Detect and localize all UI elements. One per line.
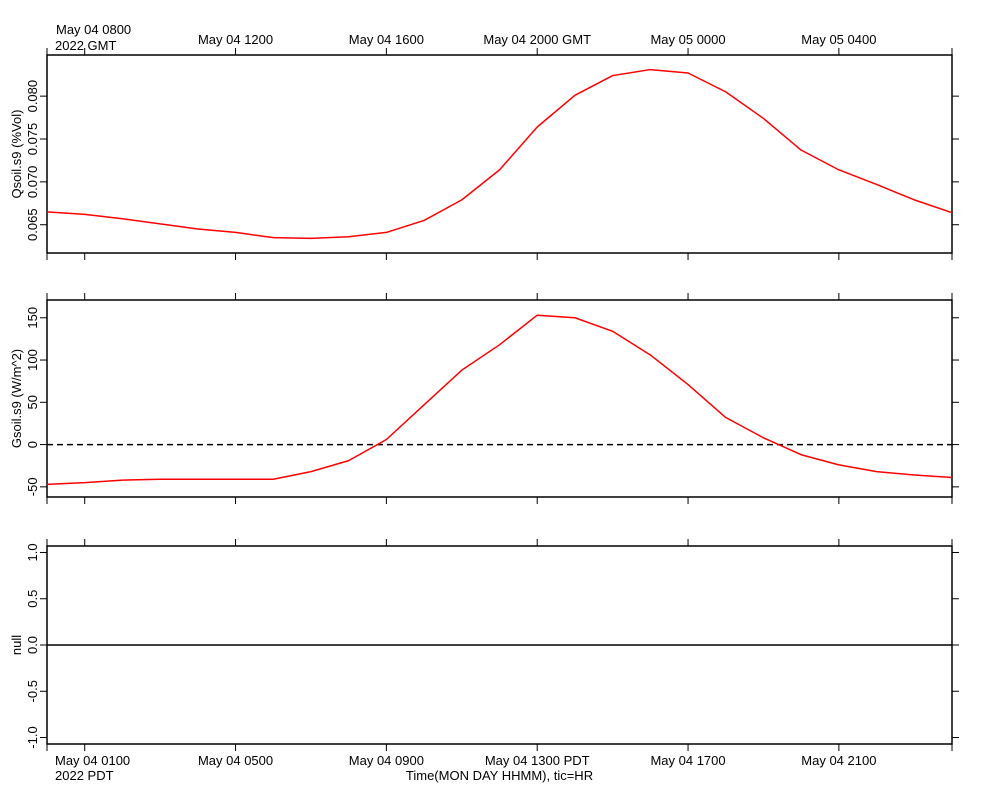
data-line [46, 314, 953, 486]
x-tick-label: May 04 0500 [198, 753, 273, 768]
x-axis-label: Time(MON DAY HHMM), tic=HR [406, 768, 593, 783]
data-line [46, 68, 953, 240]
plot-frame [46, 299, 953, 498]
x-tick-label: May 04 2100 [801, 753, 876, 768]
y-tick-label: 0.5 [25, 590, 40, 608]
y-tick-label: -1.0 [25, 726, 40, 748]
y-tick-label: 0.065 [25, 208, 40, 241]
y-tick-label: -0.5 [25, 680, 40, 702]
x-tick-label: May 04 0800 [56, 22, 131, 37]
y-tick-label: -50 [25, 477, 40, 496]
x-tick-label: May 05 0000 [650, 32, 725, 47]
x-tick-label: May 04 1600 [349, 32, 424, 47]
y-tick-label: 0.070 [25, 166, 40, 199]
y-tick-label: 0 [25, 441, 40, 448]
plot-frame [46, 54, 953, 254]
x-tick-label: May 04 2000 GMT [483, 32, 591, 47]
y-tick-label: 0.075 [25, 123, 40, 156]
y-axis-label: Qsoil.s9 (%Vol) [9, 110, 24, 199]
y-axis-label: Gsoil.s9 (W/m^2) [9, 349, 24, 448]
y-tick-label: 0.0 [25, 636, 40, 654]
x-tick-label: May 04 0100 [55, 753, 130, 768]
x-tick-label: May 04 0900 [349, 753, 424, 768]
y-tick-label: 100 [25, 349, 40, 371]
x-tick-label: May 05 0400 [801, 32, 876, 47]
y-tick-label: 1.0 [25, 543, 40, 561]
y-tick-label: 150 [25, 307, 40, 329]
x-tick-label: May 04 1300 PDT [485, 753, 590, 768]
year-label: 2022 GMT [55, 38, 116, 53]
y-tick-label: 0.080 [25, 80, 40, 113]
y-tick-label: 50 [25, 395, 40, 409]
x-tick-label: May 04 1200 [198, 32, 273, 47]
year-label: 2022 PDT [55, 768, 114, 783]
y-axis-label: null [9, 635, 24, 655]
x-tick-label: May 04 1700 [650, 753, 725, 768]
